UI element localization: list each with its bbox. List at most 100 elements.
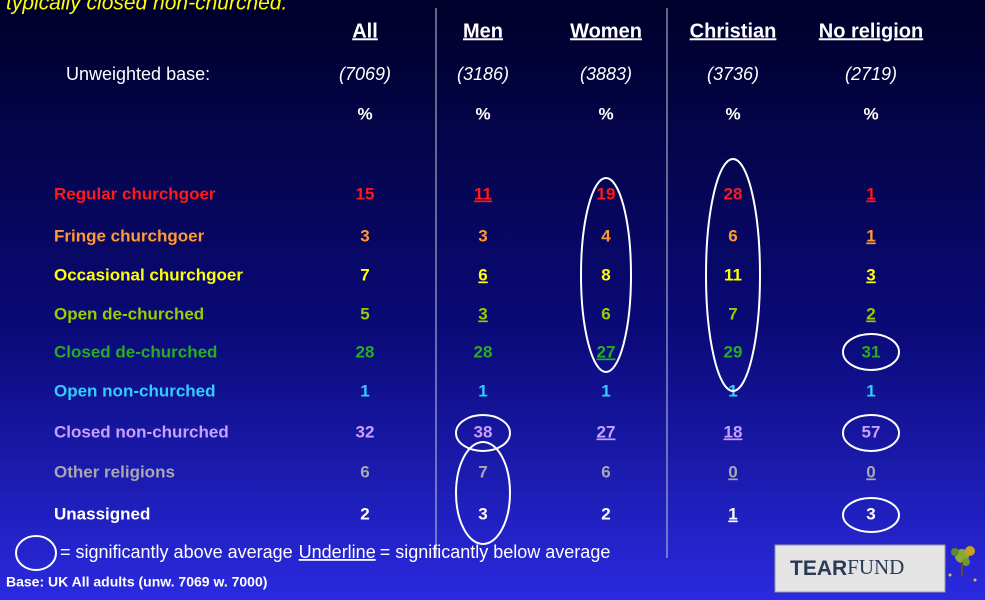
cell: 57 <box>862 422 881 441</box>
significance-rings <box>455 158 900 545</box>
cell: 5 <box>360 304 369 323</box>
cell: 28 <box>724 184 743 203</box>
cell: 27 <box>597 422 616 441</box>
cell: 32 <box>356 422 375 441</box>
cell: 29 <box>724 342 743 361</box>
table-row: Closed non-churched 32 38 27 18 57 <box>54 422 880 441</box>
cell: 1 <box>360 381 369 400</box>
logo-fund: FUND <box>847 555 904 579</box>
cell: 0 <box>728 462 737 481</box>
base-value: (3736) <box>707 64 759 84</box>
ring <box>842 333 900 371</box>
cell: 11 <box>474 184 492 203</box>
cell: 28 <box>356 342 375 361</box>
legend-ring <box>15 535 57 571</box>
ring <box>842 497 900 533</box>
cell: 6 <box>601 304 610 323</box>
unit: % <box>598 104 613 123</box>
legend-underline: Underline <box>299 542 376 562</box>
cell: 1 <box>866 184 875 203</box>
table-row: Other religions 6 7 6 0 0 <box>54 462 876 481</box>
cell: 6 <box>360 462 369 481</box>
cell: 3 <box>478 504 487 523</box>
base-value: (2719) <box>845 64 897 84</box>
row-label: Other religions <box>54 462 175 481</box>
cell: 7 <box>478 462 487 481</box>
logo-tree <box>948 546 977 582</box>
row-label: Closed de-churched <box>54 342 217 361</box>
cell: 0 <box>866 462 875 481</box>
legend-text: = significantly above average Underline = … <box>60 542 610 562</box>
base-value: (3883) <box>580 64 632 84</box>
table-row: Unassigned 2 3 2 1 3 <box>54 504 876 523</box>
logo-tear: TEAR <box>790 557 847 580</box>
cell: 38 <box>474 422 493 441</box>
column-header: All <box>352 20 378 42</box>
row-label: Occasional churchgoer <box>54 265 243 284</box>
row-label: Open non-churched <box>54 381 216 400</box>
cell: 7 <box>728 304 737 323</box>
cell: 31 <box>862 342 881 361</box>
cell: 2 <box>601 504 610 523</box>
cell: 1 <box>866 381 875 400</box>
cell: 11 <box>724 265 742 284</box>
cell: 4 <box>601 226 611 245</box>
cell: 15 <box>356 184 375 203</box>
table-row: Closed de-churched 28 28 27 29 31 <box>54 342 880 361</box>
cell: 1 <box>601 381 610 400</box>
cell: 8 <box>601 265 610 284</box>
cell: 6 <box>728 226 737 245</box>
cell: 3 <box>866 504 875 523</box>
table-row: Open de-churched 5 3 6 7 2 <box>54 304 876 323</box>
base-note: Base: UK All adults (unw. 7069 w. 7000) <box>6 574 267 590</box>
cell: 2 <box>866 304 875 323</box>
legend-above: = significantly above average <box>60 542 293 562</box>
column-header: Women <box>570 20 642 42</box>
unit: % <box>357 104 372 123</box>
row-label: Regular churchgoer <box>54 184 216 203</box>
unit: % <box>863 104 878 123</box>
cell: 18 <box>724 422 743 441</box>
cell: 3 <box>360 226 369 245</box>
table-row: Fringe churchgoer 3 3 4 6 1 <box>54 226 876 245</box>
cell: 1 <box>866 226 875 245</box>
cell: 1 <box>728 504 737 523</box>
ring <box>705 158 761 392</box>
unit: % <box>475 104 490 123</box>
unit: % <box>725 104 740 123</box>
cell: 3 <box>478 304 487 323</box>
column-header: Men <box>463 20 503 42</box>
ring <box>842 414 900 452</box>
table-row: Occasional churchgoer 7 6 8 11 3 <box>54 265 876 284</box>
cell: 3 <box>478 226 487 245</box>
ring <box>455 414 511 452</box>
column-header: Christian <box>690 20 777 42</box>
cell: 2 <box>360 504 369 523</box>
cell: 27 <box>597 342 616 361</box>
title: typically closed non-churched. <box>6 0 287 15</box>
row-label: Open de-churched <box>54 304 204 323</box>
cell: 28 <box>474 342 493 361</box>
logo: TEARFUND <box>774 544 977 593</box>
base-value: (3186) <box>457 64 509 84</box>
ring <box>455 441 511 545</box>
row-label: Unassigned <box>54 504 150 523</box>
cell: 3 <box>866 265 875 284</box>
table-row: Regular churchgoer 15 11 19 28 1 <box>54 184 876 203</box>
cell: 6 <box>478 265 487 284</box>
cell: 7 <box>360 265 369 284</box>
base-label: Unweighted base: <box>66 64 210 84</box>
logo-box <box>774 544 946 593</box>
cell: 1 <box>478 381 487 400</box>
column-header: No religion <box>819 20 923 42</box>
ring <box>580 177 632 373</box>
column-headers: All (7069)% Men (3186)% Women (3883)% Christia… <box>339 20 923 123</box>
row-label: Fringe churchgoer <box>54 226 205 245</box>
row-label: Closed non-churched <box>54 422 229 441</box>
cell: 6 <box>601 462 610 481</box>
logo-text: TEARFUND <box>790 555 904 580</box>
legend-below: = significantly below average <box>380 542 611 562</box>
